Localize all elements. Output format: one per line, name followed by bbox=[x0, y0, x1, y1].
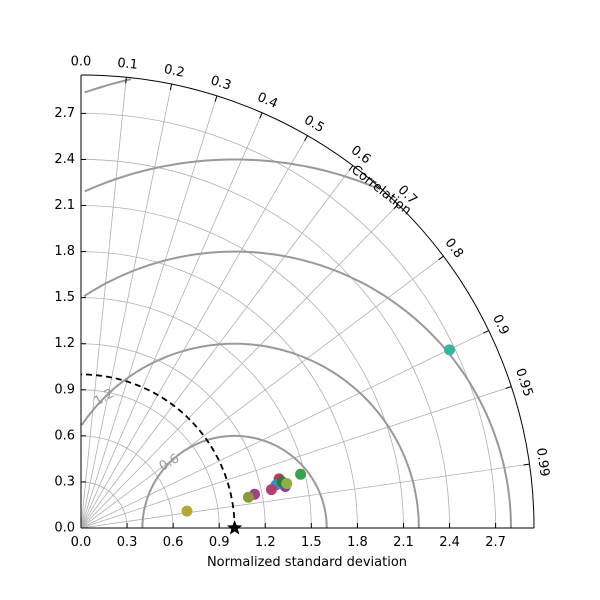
correlation-grid-line bbox=[80, 386, 512, 529]
correlation-tick-label: 0.3 bbox=[209, 73, 233, 94]
correlation-tick-label: 0.8 bbox=[442, 236, 466, 262]
data-point bbox=[295, 468, 307, 480]
x-tick-label: 2.1 bbox=[393, 535, 414, 550]
y-tick-label: 0.6 bbox=[54, 428, 75, 443]
y-tick-label: 0.3 bbox=[54, 474, 75, 489]
x-tick-label: 0.0 bbox=[71, 535, 92, 550]
correlation-tick-label: 0.99 bbox=[533, 447, 552, 478]
std-grid-arc bbox=[80, 481, 128, 529]
axes bbox=[80, 74, 535, 529]
data-point bbox=[281, 477, 293, 489]
x-tick-label: 1.8 bbox=[347, 535, 368, 550]
correlation-grid bbox=[80, 77, 530, 529]
correlation-grid-line bbox=[80, 77, 127, 529]
std-grid-arc bbox=[80, 389, 220, 529]
y-tick-label: 0.9 bbox=[54, 382, 75, 397]
correlation-grid-line bbox=[80, 165, 354, 529]
x-tick-label: 2.4 bbox=[439, 535, 460, 550]
std-grid-arc bbox=[80, 112, 497, 529]
outer-arc bbox=[80, 74, 535, 529]
correlation-grid-line bbox=[80, 135, 308, 529]
y-tick-label: 1.2 bbox=[54, 336, 75, 351]
rms-contours: 0.61.2 bbox=[80, 78, 512, 529]
correlation-grid-line bbox=[80, 84, 172, 529]
correlation-grid-line bbox=[80, 204, 399, 529]
correlation-tick bbox=[214, 95, 218, 102]
correlation-tick-label: 0.4 bbox=[255, 90, 280, 112]
x-tick-label: 1.5 bbox=[301, 535, 322, 550]
data-points bbox=[181, 344, 456, 535]
tick-labels: 0.0 0.3 0.6 0.9 1.2 1.5 1.8 2.1 2.4 2.7 0.0 0.3 0.6 0… bbox=[54, 106, 506, 550]
y-tick-label: 0.0 bbox=[54, 521, 75, 536]
data-point bbox=[265, 484, 277, 496]
y-tick-label: 1.8 bbox=[54, 244, 75, 259]
std-grid-arc bbox=[80, 343, 266, 529]
data-point bbox=[242, 491, 254, 503]
rms-contour bbox=[84, 78, 132, 94]
std-grid-arc bbox=[80, 159, 450, 529]
data-point bbox=[444, 344, 456, 356]
data-point bbox=[181, 505, 193, 517]
x-tick-label: 0.9 bbox=[209, 535, 230, 550]
x-tick-label: 1.2 bbox=[255, 535, 276, 550]
correlation-tick bbox=[348, 165, 354, 171]
rms-contour bbox=[83, 250, 512, 529]
y-tick-label: 2.1 bbox=[54, 198, 75, 213]
std-grid-arc bbox=[80, 205, 404, 529]
correlation-grid-line bbox=[80, 112, 263, 529]
reference-arc bbox=[80, 373, 236, 529]
x-axis-label: Normalized standard deviation bbox=[207, 555, 407, 570]
correlation-tick bbox=[505, 386, 512, 389]
reference-star-marker bbox=[227, 520, 243, 535]
y-tick-label: 1.5 bbox=[54, 290, 75, 305]
reference-std-arc bbox=[80, 373, 236, 529]
rms-contour bbox=[141, 434, 328, 528]
correlation-tick bbox=[169, 84, 173, 91]
y-tick-label: 2.4 bbox=[54, 152, 75, 167]
correlation-tick bbox=[125, 77, 127, 84]
correlation-tick bbox=[483, 330, 489, 334]
std-grid-arc bbox=[80, 297, 312, 529]
x-tick-label: 2.7 bbox=[485, 535, 506, 550]
correlation-tick bbox=[523, 463, 530, 466]
correlation-tick-label: 0.9 bbox=[489, 312, 512, 337]
rms-contour bbox=[80, 342, 420, 528]
correlation-tick-label: 0.2 bbox=[163, 62, 186, 81]
x-tick-label: 0.3 bbox=[117, 535, 138, 550]
correlation-tick bbox=[259, 112, 263, 119]
correlation-grid-line bbox=[80, 330, 489, 529]
std-grid-arc bbox=[80, 435, 174, 529]
correlation-tick-label: 0.5 bbox=[301, 113, 326, 136]
std-grid-arc bbox=[80, 251, 358, 529]
y-tick-label: 2.7 bbox=[54, 106, 75, 121]
correlation-tick-label: 0.6 bbox=[348, 143, 374, 167]
correlation-tick bbox=[438, 255, 444, 261]
correlation-tick-label: 0.0 bbox=[71, 55, 92, 70]
correlation-grid-line bbox=[80, 463, 530, 529]
correlation-tick bbox=[393, 204, 399, 210]
correlation-tick-label: 0.95 bbox=[512, 366, 535, 398]
correlation-tick-label: 0.1 bbox=[117, 56, 139, 73]
correlation-grid-line bbox=[80, 95, 218, 529]
correlation-tick bbox=[304, 135, 308, 142]
correlation-grid-line bbox=[80, 255, 444, 529]
x-tick-label: 0.6 bbox=[163, 535, 184, 550]
rms-contour bbox=[84, 158, 379, 193]
